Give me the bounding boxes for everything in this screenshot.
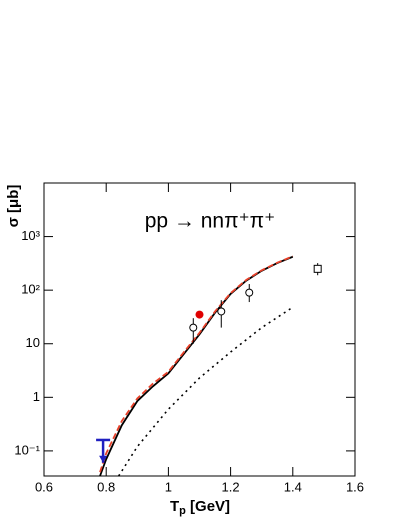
y-axis-label: σ [μb] xyxy=(5,185,22,228)
x-label-unit: [GeV] xyxy=(186,498,230,515)
data-point xyxy=(195,310,204,319)
curve xyxy=(117,306,294,476)
x-tick-label: 1.4 xyxy=(284,479,302,494)
x-label-sub: p xyxy=(179,505,186,517)
x-tick-label: 1 xyxy=(165,479,172,494)
plot-frame xyxy=(43,182,356,477)
y-tick-label: 10² xyxy=(21,282,40,297)
x-label-main: T xyxy=(170,498,179,515)
data-point xyxy=(189,323,198,332)
x-tick-label: 0.8 xyxy=(97,479,115,494)
annotation: pp → nnπ⁺π⁺ xyxy=(145,210,276,233)
data-point xyxy=(313,264,322,273)
x-tick-label: 1.2 xyxy=(222,479,240,494)
y-tick-label: 10 xyxy=(26,335,40,350)
limit-arrow xyxy=(99,455,108,463)
plot-area xyxy=(96,255,322,476)
data-point xyxy=(217,307,226,316)
x-tick-label: 1.6 xyxy=(346,479,364,494)
y-tick-label: 10³ xyxy=(21,228,40,243)
x-axis-label: Tp [GeV] xyxy=(170,498,230,517)
data-point xyxy=(245,288,254,297)
curve xyxy=(99,255,294,473)
y-tick-label: 10⁻¹ xyxy=(14,442,40,457)
y-tick-label: 1 xyxy=(33,389,40,404)
curve xyxy=(99,255,294,476)
x-tick-label: 0.6 xyxy=(35,479,53,494)
